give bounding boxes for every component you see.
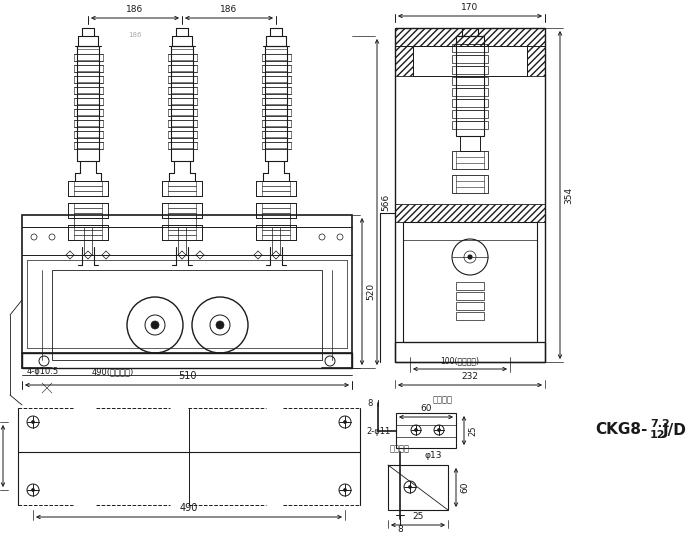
Circle shape <box>32 488 34 492</box>
Bar <box>395 28 545 46</box>
Bar <box>456 312 484 320</box>
Text: CKG8-: CKG8- <box>595 422 648 437</box>
Text: 动导电排: 动导电排 <box>390 445 410 453</box>
Text: 25: 25 <box>412 512 423 521</box>
Text: 186: 186 <box>128 32 141 38</box>
Text: 静导电排: 静导电排 <box>433 395 453 404</box>
Bar <box>452 151 488 169</box>
Text: 2-φ11: 2-φ11 <box>367 426 391 436</box>
Text: 60: 60 <box>460 482 469 493</box>
Text: 12: 12 <box>650 430 666 440</box>
Text: 60: 60 <box>420 404 432 413</box>
Circle shape <box>414 429 417 431</box>
Text: 186: 186 <box>220 5 237 14</box>
Bar <box>452 77 488 85</box>
Text: 8: 8 <box>397 525 403 535</box>
Bar <box>403 222 537 342</box>
Circle shape <box>438 429 440 431</box>
Bar <box>395 46 413 76</box>
Circle shape <box>344 488 346 492</box>
Text: 354: 354 <box>564 186 573 204</box>
Bar <box>396 413 456 448</box>
Bar <box>452 44 488 52</box>
Bar <box>460 136 480 151</box>
Text: 490: 490 <box>180 503 198 513</box>
Bar <box>452 175 488 193</box>
Bar <box>456 292 484 300</box>
Text: 566: 566 <box>381 194 390 211</box>
Text: 232: 232 <box>461 372 479 381</box>
Bar <box>456 302 484 310</box>
Bar <box>22 215 352 353</box>
Text: 7.2: 7.2 <box>650 419 670 429</box>
Bar <box>452 110 488 118</box>
Bar <box>456 36 484 136</box>
Bar <box>452 99 488 107</box>
Text: 186: 186 <box>127 5 144 14</box>
Text: 25: 25 <box>468 425 477 436</box>
Bar <box>52 270 322 360</box>
Bar <box>395 28 545 362</box>
Text: J/D: J/D <box>663 422 687 437</box>
Circle shape <box>409 486 412 488</box>
Text: 510: 510 <box>178 371 196 381</box>
Circle shape <box>151 321 159 329</box>
Text: 4-φ10.5: 4-φ10.5 <box>27 368 59 377</box>
Bar <box>388 465 448 510</box>
Bar <box>452 88 488 96</box>
Circle shape <box>32 420 34 424</box>
Bar <box>22 353 352 368</box>
Text: 520: 520 <box>366 283 375 300</box>
Bar <box>527 46 545 76</box>
Text: 8: 8 <box>368 399 373 408</box>
Bar <box>452 55 488 63</box>
Text: φ13: φ13 <box>424 451 442 460</box>
Text: 100(安装尺寸): 100(安装尺寸) <box>440 356 480 365</box>
Circle shape <box>344 420 346 424</box>
Text: 170: 170 <box>461 3 479 12</box>
Bar <box>395 204 545 222</box>
Bar <box>456 282 484 290</box>
Bar <box>395 342 545 362</box>
Bar <box>452 121 488 129</box>
Text: 490(安装尺寸): 490(安装尺寸) <box>92 368 134 377</box>
Circle shape <box>216 321 224 329</box>
Circle shape <box>468 255 472 259</box>
Bar <box>452 66 488 74</box>
